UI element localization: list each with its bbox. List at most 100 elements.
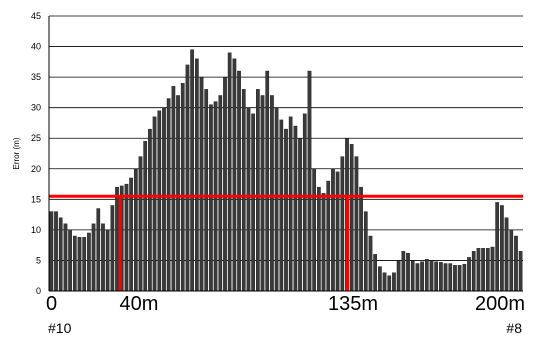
- bar: [321, 193, 326, 292]
- bar: [392, 272, 396, 292]
- bar: [349, 144, 354, 292]
- bar: [166, 98, 171, 292]
- bar: [237, 70, 241, 292]
- bar: [415, 263, 420, 292]
- y-tick-label: 15: [31, 194, 41, 204]
- y-tick-label: 10: [31, 225, 41, 235]
- axis-labels: 0 5 10 15 20 25 30 35 40 45 Error (m) 0 40m 135m 200m #…: [12, 11, 525, 336]
- bar: [162, 107, 166, 292]
- bar: [396, 260, 401, 292]
- x-tick-label: 200m: [475, 293, 525, 315]
- bar: [373, 254, 378, 292]
- bar: [448, 263, 453, 292]
- bar: [284, 128, 288, 292]
- bar: [199, 76, 204, 292]
- bar: [63, 223, 68, 292]
- y-tick-label: 45: [31, 11, 41, 21]
- bar: [504, 217, 509, 292]
- x-tick-label: 135m: [328, 293, 378, 315]
- bar: [246, 107, 251, 292]
- bar: [72, 235, 77, 292]
- y-tick-label: 40: [31, 42, 41, 52]
- bar: [485, 248, 490, 292]
- bar: [176, 95, 180, 292]
- bar: [481, 248, 485, 292]
- y-axis-label: Error (m): [12, 137, 21, 169]
- bar: [115, 186, 119, 292]
- bar: [194, 58, 199, 292]
- bar: [288, 116, 293, 292]
- bar: [255, 89, 260, 292]
- bar: [500, 205, 504, 292]
- bar-series: [49, 49, 523, 292]
- bar: [77, 237, 82, 292]
- bar: [514, 235, 518, 292]
- bar: [218, 95, 223, 292]
- bar: [420, 261, 424, 292]
- endpoint-label: #8: [506, 320, 522, 336]
- bar: [143, 141, 148, 292]
- bar: [180, 83, 185, 292]
- bar: [87, 232, 91, 292]
- bar: [354, 156, 359, 292]
- bar: [157, 110, 162, 292]
- bar: [133, 168, 138, 292]
- bar: [340, 156, 345, 292]
- bar: [518, 251, 523, 292]
- bar: [406, 252, 410, 292]
- bar: [298, 138, 302, 292]
- bar: [171, 86, 176, 292]
- bar: [317, 186, 321, 292]
- bar: [293, 125, 298, 292]
- bar: [54, 211, 58, 292]
- x-tick-label: 40m: [120, 293, 159, 315]
- bar: [58, 217, 63, 292]
- bar: [424, 259, 429, 292]
- bar: [387, 275, 392, 292]
- bar: [476, 248, 481, 292]
- x-tick-label: 0: [46, 293, 57, 315]
- bar: [124, 183, 129, 292]
- y-tick-label: 20: [31, 164, 41, 174]
- bar: [190, 49, 194, 292]
- bar: [443, 263, 448, 292]
- axes: [48, 16, 523, 292]
- bar: [378, 266, 382, 292]
- bar: [91, 223, 96, 292]
- y-tick-label: 25: [31, 133, 41, 143]
- bar: [105, 229, 110, 292]
- bar: [307, 70, 312, 292]
- bar: [152, 116, 157, 292]
- bar: [204, 89, 209, 292]
- bar: [410, 260, 415, 292]
- bar: [434, 261, 439, 292]
- bar: [227, 52, 232, 292]
- bar: [509, 229, 514, 292]
- bar: [265, 70, 270, 292]
- bar: [185, 64, 190, 292]
- bar: [232, 58, 237, 292]
- bar: [439, 262, 443, 292]
- bar: [453, 265, 457, 292]
- bar: [495, 202, 500, 292]
- bar: [331, 168, 335, 292]
- bar: [471, 251, 476, 292]
- y-tick-label: 30: [31, 103, 41, 113]
- bar: [260, 95, 265, 292]
- bar: [359, 186, 363, 292]
- bar: [368, 235, 373, 292]
- bar: [251, 113, 255, 292]
- y-tick-label: 0: [36, 286, 41, 296]
- bar: [110, 205, 115, 292]
- threshold-line: [49, 194, 523, 291]
- bar: [490, 246, 495, 292]
- bar: [279, 119, 284, 292]
- bar: [302, 113, 307, 292]
- bar: [382, 272, 387, 292]
- bar: [274, 107, 279, 292]
- y-tick-label: 5: [36, 255, 41, 265]
- bar: [462, 263, 467, 292]
- bar: [270, 95, 274, 292]
- y-tick-label: 35: [31, 72, 41, 82]
